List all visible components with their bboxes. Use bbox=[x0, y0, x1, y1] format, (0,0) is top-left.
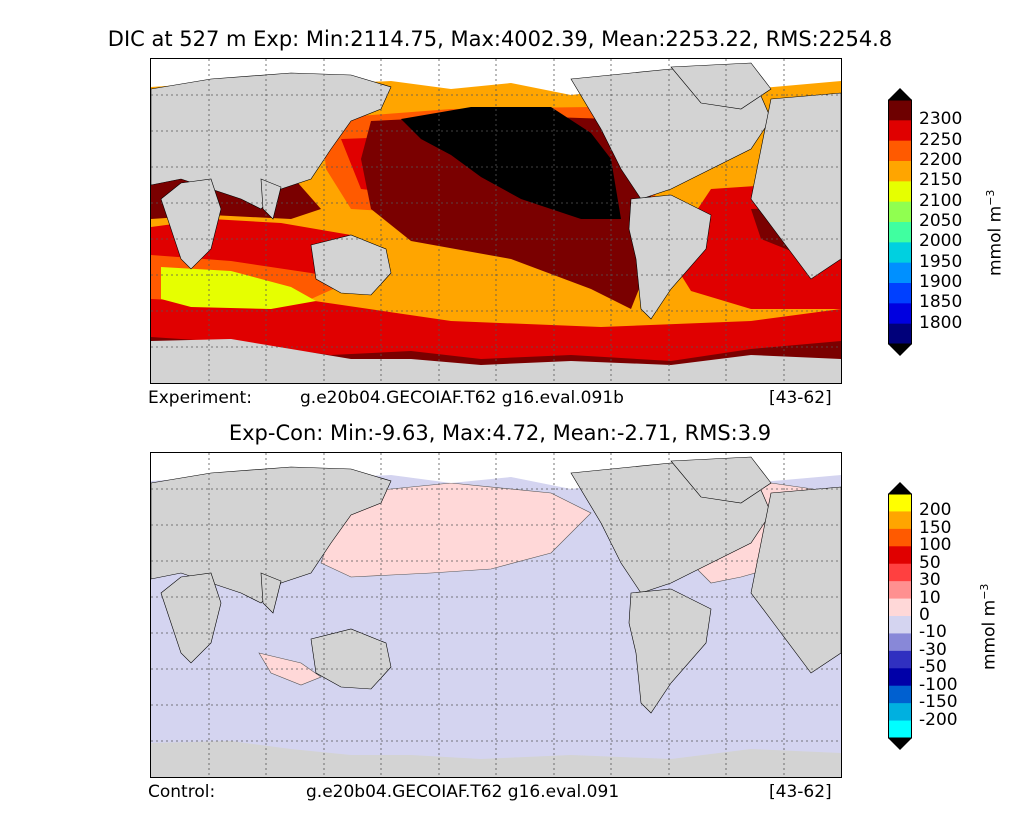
top-unit-exponent: −3 bbox=[984, 189, 997, 206]
bottom-colorbar-segment bbox=[888, 633, 912, 652]
bottom-caption-years: [43-62] bbox=[769, 782, 832, 802]
top-colorbar-tick-label: 1950 bbox=[919, 251, 963, 272]
top-unit-text: mmol m bbox=[985, 205, 1006, 276]
bottom-colorbar-segment bbox=[888, 528, 912, 547]
top-colorbar-svg bbox=[888, 88, 912, 356]
antarctica-land bbox=[151, 339, 841, 383]
top-gridlines bbox=[151, 59, 841, 383]
bottom-colorbar-tick-label: 10 bbox=[919, 587, 941, 608]
top-colorbar-tick-label: 2100 bbox=[919, 190, 963, 211]
bottom-colorbar-segment bbox=[888, 668, 912, 687]
bottom-colorbar-segment bbox=[888, 494, 912, 512]
top-colorbar-tick-label: 2300 bbox=[919, 109, 963, 130]
top-colorbar-segment bbox=[888, 303, 912, 325]
bottom-colorbar-tick-label: 0 bbox=[919, 605, 930, 625]
europe-africa-east-land bbox=[750, 92, 841, 280]
top-colorbar-tick-label: 2250 bbox=[919, 129, 963, 150]
africa-land bbox=[160, 572, 222, 664]
bottom-colorbar bbox=[888, 482, 912, 750]
top-caption-case: g.e20b04.GECOIAF.T62 g16.eval.091b bbox=[300, 388, 624, 408]
top-under-triangle bbox=[888, 344, 912, 356]
top-colorbar-tick-label: 2050 bbox=[919, 211, 963, 231]
bottom-colorbar-tick-label: -50 bbox=[919, 657, 947, 678]
bottom-under-triangle bbox=[888, 738, 912, 750]
top-colorbar-segment bbox=[888, 161, 912, 182]
top-colorbar-segment bbox=[888, 222, 912, 243]
bottom-colorbar-segment bbox=[888, 598, 912, 617]
bottom-colorbar-segment bbox=[888, 581, 912, 600]
pacific-black-core bbox=[401, 107, 621, 219]
africa-land bbox=[160, 178, 222, 270]
bottom-unit-text: mmol m bbox=[979, 599, 1000, 670]
top-colorbar-segment bbox=[888, 120, 912, 142]
south-america-land bbox=[628, 194, 712, 320]
top-colorbar-tick-label: 1900 bbox=[919, 272, 963, 292]
bottom-map-title: Exp-Con: Min:-9.63, Max:4.72, Mean:-2.71… bbox=[228, 421, 772, 445]
indian-ocean-yellow-band bbox=[161, 267, 316, 309]
bottom-gridlines bbox=[151, 453, 841, 777]
bottom-unit-exponent: −3 bbox=[978, 583, 991, 600]
top-colorbar-segment bbox=[888, 140, 912, 162]
bottom-colorbar-tick-label: 150 bbox=[919, 517, 952, 538]
bottom-map-frame bbox=[150, 452, 842, 778]
top-colorbar-tick-label: 2150 bbox=[919, 170, 963, 191]
bottom-colorbar-segment bbox=[888, 685, 912, 704]
bottom-colorbar-tick-label: -10 bbox=[919, 622, 947, 643]
bottom-colorbar-segment bbox=[888, 511, 912, 530]
top-colorbar-tick-label: 2200 bbox=[919, 150, 963, 170]
top-colorbar-segment bbox=[888, 323, 912, 345]
bottom-colorbar-segment bbox=[888, 616, 912, 634]
bottom-caption-case: g.e20b04.GECOIAF.T62 g16.eval.091 bbox=[306, 782, 620, 802]
south-america-land bbox=[628, 588, 712, 714]
top-map-frame bbox=[150, 58, 842, 384]
top-colorbar-border bbox=[888, 99, 912, 345]
bottom-colorbar-segment bbox=[888, 563, 912, 582]
bottom-colorbar-tick-label: -30 bbox=[919, 639, 947, 660]
top-colorbar-segment bbox=[888, 181, 912, 203]
top-map-svg bbox=[151, 59, 841, 383]
top-colorbar-segment bbox=[888, 283, 912, 304]
top-caption-label: Experiment: bbox=[148, 388, 252, 408]
bottom-colorbar-svg bbox=[888, 482, 912, 750]
bottom-colorbar-tick-label: 200 bbox=[919, 500, 952, 521]
bottom-colorbar-segment bbox=[888, 650, 912, 669]
top-colorbar-segment bbox=[888, 262, 912, 284]
greenland-land bbox=[670, 456, 772, 504]
top-map-title: DIC at 527 m Exp: Min:2114.75, Max:4002.… bbox=[107, 27, 893, 51]
bottom-colorbar-tick-label: -100 bbox=[919, 674, 958, 695]
top-over-triangle bbox=[888, 88, 912, 100]
top-colorbar-tick-label: 1850 bbox=[919, 292, 963, 313]
top-colorbar-tick-label: 1800 bbox=[919, 312, 963, 333]
bottom-colorbar-segment bbox=[888, 546, 912, 565]
bottom-colorbar-unit: mmol m−3 bbox=[978, 584, 1000, 670]
europe-africa-east-land bbox=[750, 486, 841, 674]
bottom-colorbar-tick-label: -150 bbox=[919, 692, 958, 713]
greenland-land bbox=[670, 62, 772, 110]
top-caption-years: [43-62] bbox=[769, 388, 832, 408]
top-colorbar-segment bbox=[888, 242, 912, 264]
top-colorbar-unit: mmol m−3 bbox=[984, 190, 1006, 276]
bottom-over-triangle bbox=[888, 482, 912, 494]
bottom-colorbar-segment bbox=[888, 720, 912, 739]
top-colorbar-segment bbox=[888, 201, 912, 223]
bottom-colorbar-tick-label: 100 bbox=[919, 535, 952, 556]
bottom-caption-label: Control: bbox=[148, 782, 216, 802]
top-colorbar-segment bbox=[888, 100, 912, 121]
bottom-colorbar-tick-label: 30 bbox=[919, 570, 941, 591]
bottom-colorbar-tick-label: -200 bbox=[919, 709, 958, 730]
bottom-map-svg bbox=[151, 453, 841, 777]
bottom-colorbar-border bbox=[888, 493, 912, 739]
top-colorbar-tick-label: 2000 bbox=[919, 231, 963, 252]
bottom-colorbar-tick-label: 50 bbox=[919, 552, 941, 573]
bottom-colorbar-segment bbox=[888, 703, 912, 722]
indian-ocean-positive-diff bbox=[258, 652, 322, 686]
top-colorbar bbox=[888, 88, 912, 356]
